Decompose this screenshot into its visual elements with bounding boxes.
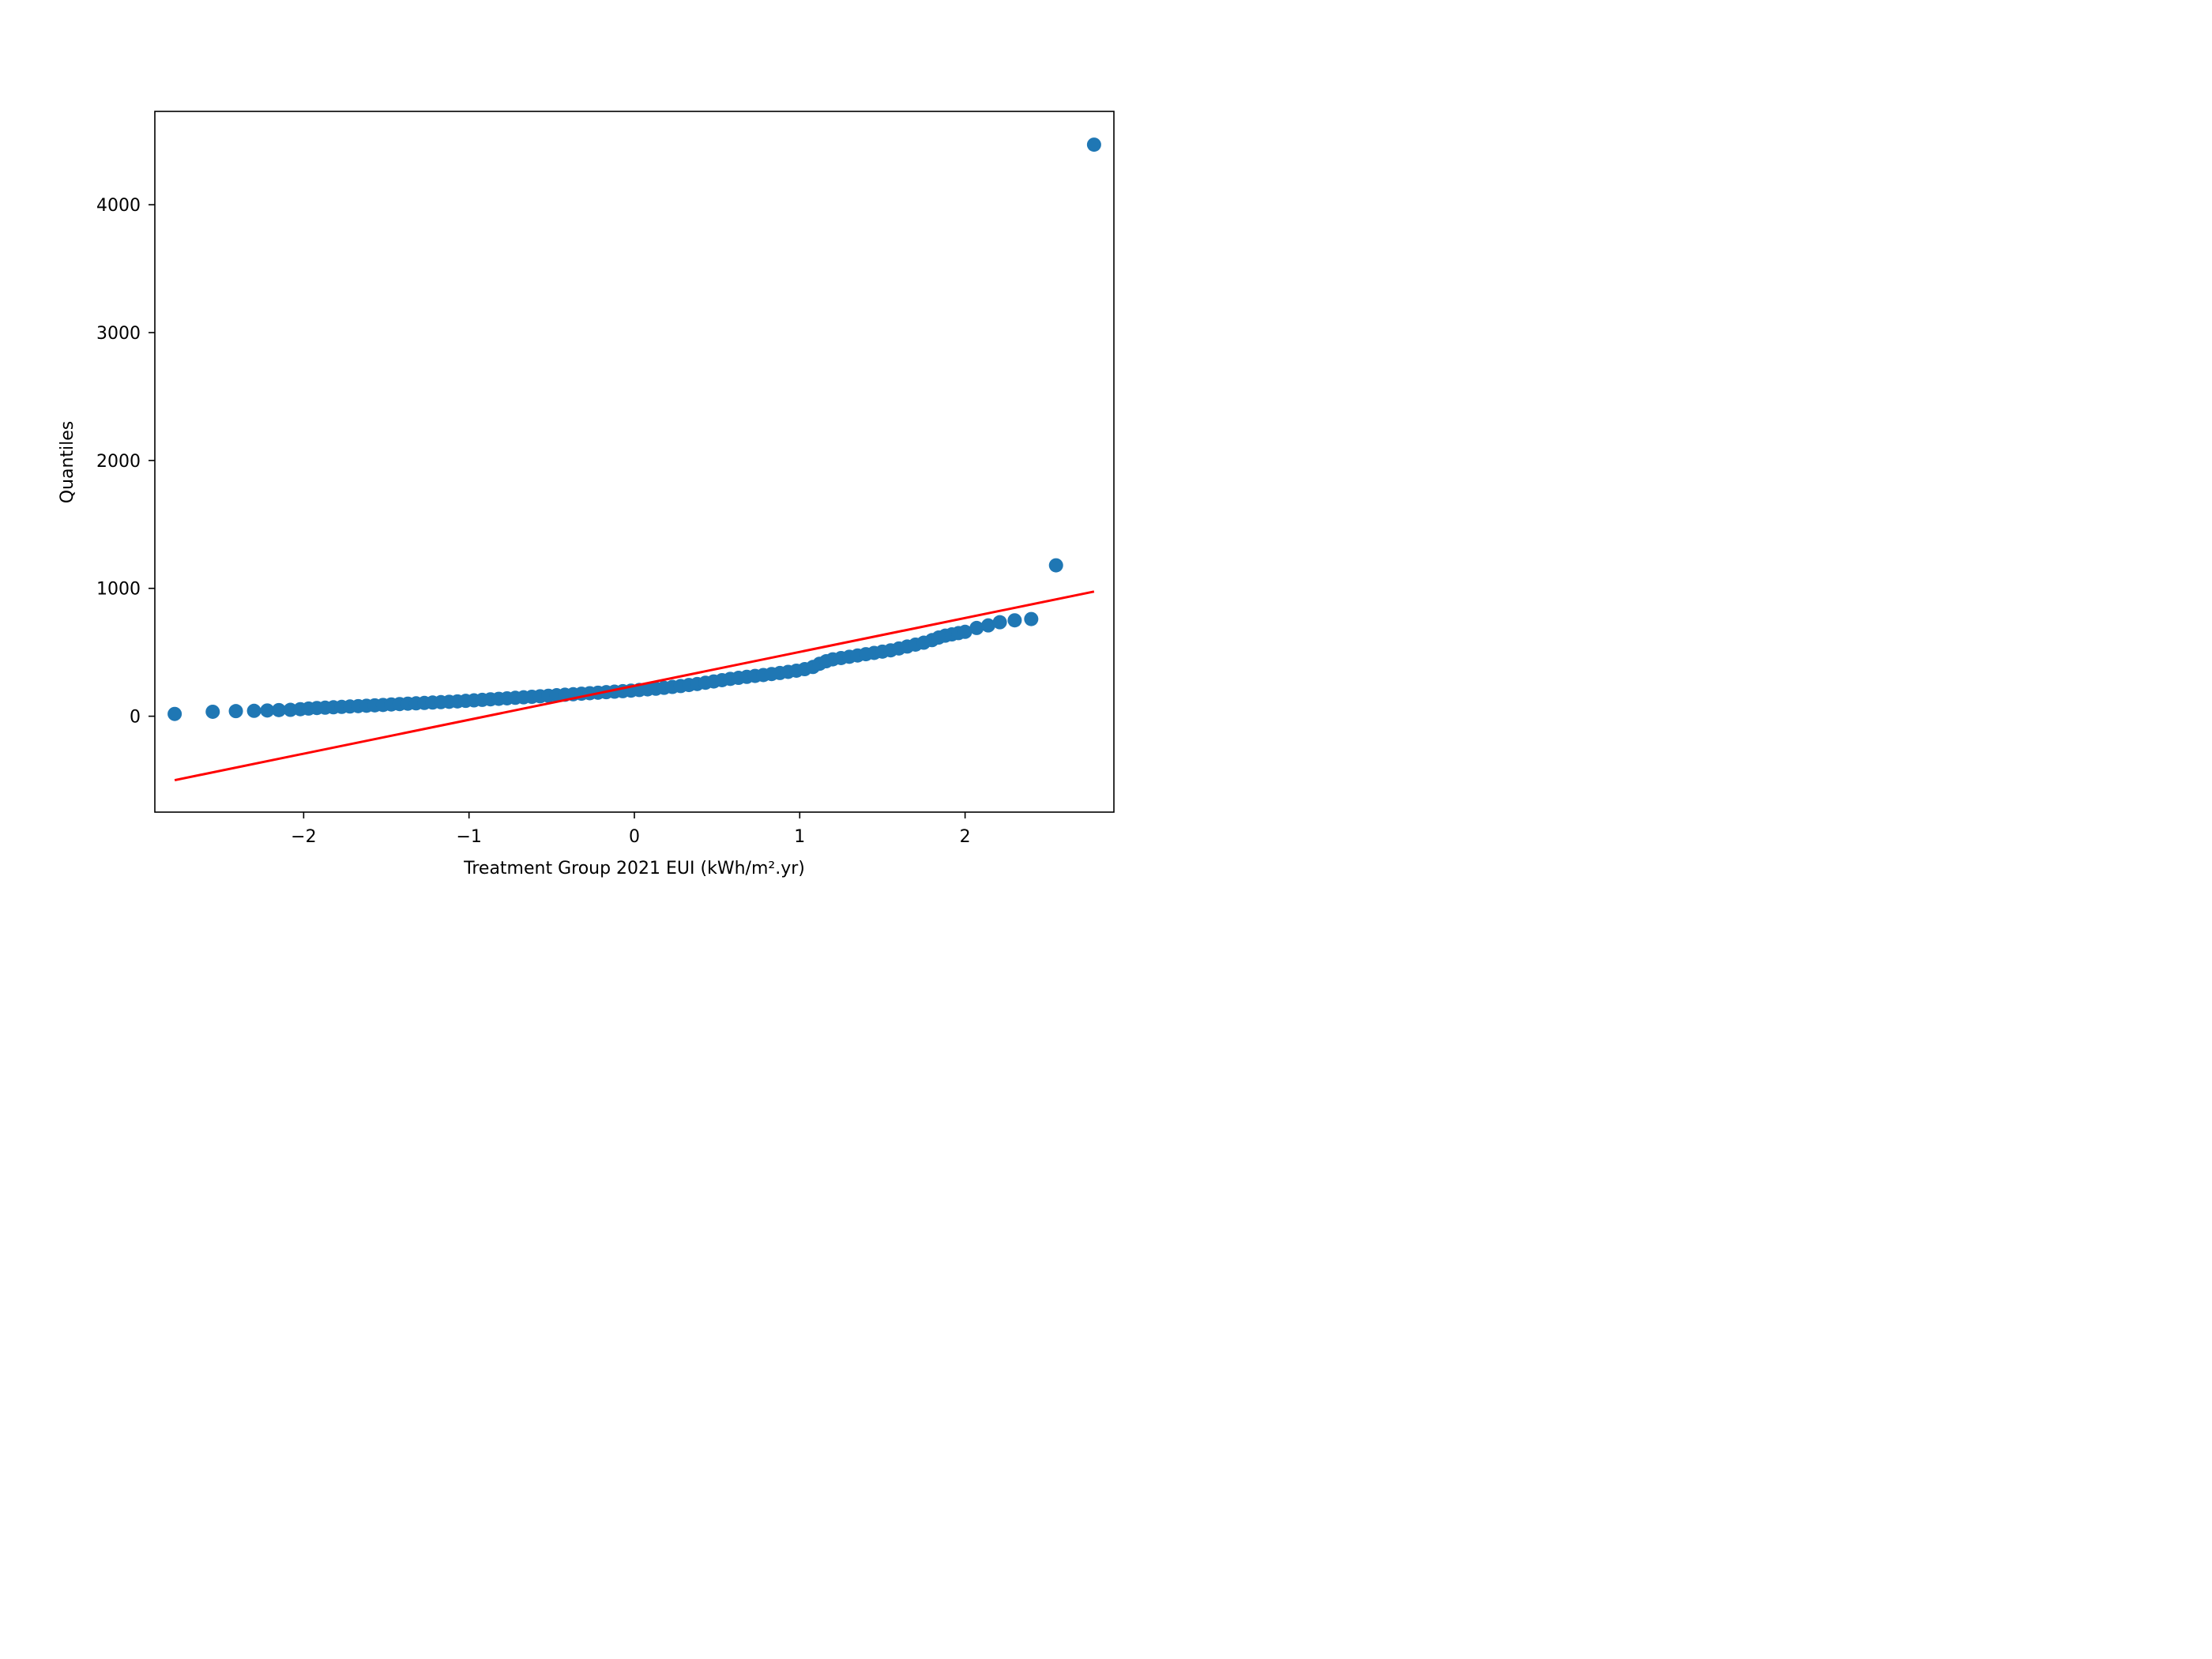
y-axis-ticks: 0 1000 2000 3000 4000 [96,196,155,728]
figure-background [0,0,1224,918]
data-point [1024,611,1039,626]
x-tick-label: 0 [629,827,640,847]
x-axis-ticks: −2 −1 0 1 2 [291,812,971,847]
y-axis-title: Quantiles [58,421,77,504]
y-tick-label: 3000 [96,324,141,344]
x-tick-label: 1 [794,827,805,847]
data-points [167,137,1101,721]
data-point [969,620,984,635]
y-tick-label: 1000 [96,580,141,600]
qq-plot: −2 −1 0 1 2 0 1000 2000 3000 4000 Treatment Grou… [0,0,1224,918]
data-point [271,702,286,717]
data-point [1086,137,1101,152]
data-point [980,618,995,633]
x-tick-label: −2 [291,827,316,847]
data-point [957,624,972,639]
x-axis-title: Treatment Group 2021 EUI (kWh/m².yr) [463,859,805,878]
fit-line-layer [174,590,1095,782]
data-point [260,703,275,718]
data-point [167,706,182,721]
data-point [1048,558,1063,573]
data-point [1007,613,1022,628]
y-tick-label: 4000 [96,196,141,216]
x-tick-label: −1 [456,827,481,847]
x-tick-label: 2 [960,827,971,847]
y-tick-label: 0 [130,708,141,728]
data-point [992,615,1007,630]
y-tick-label: 2000 [96,452,141,472]
data-point [228,704,243,719]
fit-line [174,590,1095,782]
data-point [205,704,220,719]
data-point [246,703,261,718]
